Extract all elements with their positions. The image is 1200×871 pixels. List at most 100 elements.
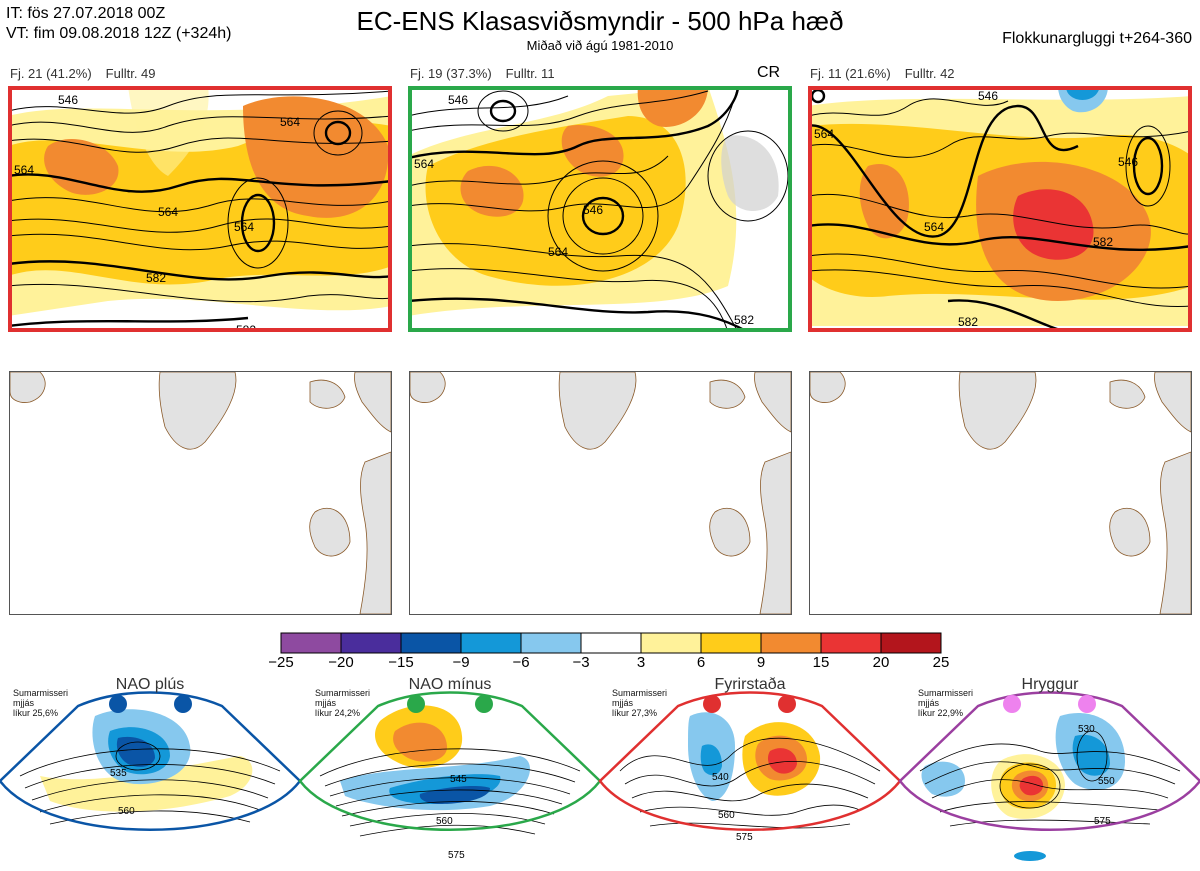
base-map-1 (9, 371, 392, 615)
contour-label: 546 (448, 93, 468, 107)
land-british-isles (709, 507, 751, 557)
valid-time: VT: fim 09.08.2018 12Z (+324h) (6, 25, 232, 42)
panel-border (408, 86, 792, 332)
regime-note-hryggur: Sumarmisseri mjjás líkur 22,9% (918, 688, 974, 718)
regime-label: 575 (448, 850, 465, 861)
contour-label: 546 (583, 203, 603, 217)
colorbar-tick-label: −20 (328, 654, 354, 671)
base-map-3 (809, 371, 1192, 615)
contour-label: 546 (1118, 155, 1138, 169)
anomaly-red (1013, 189, 1094, 260)
colorbar-swatch (580, 632, 642, 654)
regime-sector-nao-plus: 535 560 (0, 691, 302, 831)
header-times: IT: fös 27.07.2018 00Z VT: fim 09.08.201… (6, 4, 231, 44)
regime-label: 560 (118, 806, 135, 817)
contour-label: 564 (814, 127, 834, 141)
regime-label: 530 (1078, 724, 1095, 735)
colorbar-tick-label: −3 (572, 654, 590, 671)
regime-sector-hryggur: 530 550 575 (898, 691, 1200, 861)
page-subtitle: Miðað við ágú 1981-2010 (526, 38, 674, 53)
regime-title-nao-plus: NAO plús (115, 676, 185, 693)
panel-1-label: Fj. 21 (41.2%) Fulltr. 49 (10, 66, 170, 81)
panel-3-cluster: Fj. 11 (21.6%) (810, 66, 891, 81)
regime-title-fyrirstada: Fyrirstaða (714, 676, 786, 693)
colorbar-swatch (760, 632, 822, 654)
contour-label: 564 (158, 205, 178, 219)
base-map-2 (409, 371, 792, 615)
land-canada (810, 372, 846, 403)
colorbar-swatch (340, 632, 402, 654)
classification-window: Flokkunargluggi t+264-360 (1002, 30, 1192, 47)
contour-label: 582 (146, 271, 166, 285)
land-europe (359, 451, 391, 614)
regime-label: 545 (450, 774, 467, 785)
colorbar-tick-label: 15 (812, 654, 830, 671)
base-map-1-svg (10, 372, 391, 614)
regime-title-hryggur: Hryggur (1021, 676, 1079, 693)
colorbar-swatch (460, 632, 522, 654)
contour-label: 564 (234, 220, 254, 234)
contour-label: 546 (58, 93, 78, 107)
base-map-3-svg (810, 372, 1191, 614)
land-greenland (558, 372, 637, 450)
colorbar-tick-label: 9 (756, 654, 766, 671)
land-greenland (158, 372, 237, 450)
colorbar-tick-label: −6 (512, 654, 530, 671)
colorbar-swatch (880, 632, 942, 654)
contour-label: 564 (14, 163, 34, 177)
regime-label: 575 (1094, 816, 1111, 827)
anomaly-orange-1 (460, 165, 524, 217)
regime-sector-nao-minus: 545 560 575 (298, 691, 602, 861)
regime-label: 540 (712, 772, 729, 783)
contour-label: 546 (978, 89, 998, 103)
land-greenland (128, 86, 209, 176)
panel-border (8, 86, 392, 332)
colorbar-tick-label: 20 (872, 654, 890, 671)
colorbar-swatch (700, 632, 762, 654)
land-iceland (1109, 379, 1146, 409)
land-scandinavia (354, 372, 391, 433)
colorbar-tick-label: 25 (932, 654, 950, 671)
colorbar-tick-label: −15 (388, 654, 414, 671)
anomaly-blue-east (721, 135, 779, 211)
base-map-2-svg (410, 372, 791, 614)
contour-label: 582 (236, 323, 256, 332)
contour-label: 582 (958, 315, 978, 329)
colorbar-swatch (400, 632, 462, 654)
colorbar-swatch (820, 632, 882, 654)
regime-note-nao-minus: Sumarmisseri mjjás líkur 24,2% (315, 688, 371, 718)
colorbar-tick-label: −25 (268, 654, 294, 671)
contour-label: 582 (1093, 235, 1113, 249)
land-scandinavia (754, 372, 791, 433)
regime-note-nao-plus: Sumarmisseri mjjás líkur 25,6% (13, 688, 69, 718)
cluster-panel-1: 546 564 564 564 564 582 582 (8, 86, 392, 332)
cluster-map-1: 546 564 564 564 564 582 582 (8, 86, 392, 332)
contour-label: 564 (280, 115, 300, 129)
regime-label: 560 (436, 816, 453, 827)
panel-2-cluster: Fj. 19 (37.3%) (410, 66, 492, 81)
colorbar-swatch (520, 632, 582, 654)
panel-3-members: Fulltr. 42 (904, 66, 955, 81)
colorbar (280, 632, 942, 654)
panel-2-label: Fj. 19 (37.3%) Fulltr. 11 (410, 66, 569, 81)
colorbar-tick-label: −9 (452, 654, 470, 671)
colorbar-swatch (640, 632, 702, 654)
regime-title-nao-minus: NAO mínus (408, 676, 492, 693)
panel-1-cluster: Fj. 21 (41.2%) (10, 66, 92, 81)
land-british-isles (1109, 507, 1151, 557)
contour-label: 564 (924, 220, 944, 234)
panel-border (808, 86, 1192, 332)
regime-label: 550 (1098, 776, 1115, 787)
initial-time: IT: fös 27.07.2018 00Z (6, 5, 166, 22)
regime-sectors: 535 560 545 560 575 (0, 691, 1200, 861)
panel-3-label: Fj. 11 (21.6%) Fulltr. 42 (810, 66, 969, 81)
cluster-map-3: 564 564 546 582 582 546 (808, 86, 1192, 332)
regime-label: 575 (736, 832, 753, 843)
regime-note-fyrirstada: Sumarmisseri mjjás líkur 27,3% (612, 688, 668, 718)
contour-label: 564 (414, 157, 434, 171)
regime-sector-fyrirstada: 540 560 575 (598, 691, 902, 843)
panel-2-members: Fulltr. 11 (505, 66, 555, 81)
colorbar-tick-label: 6 (696, 654, 706, 671)
colorbar-tick-label: 3 (636, 654, 646, 671)
land-iceland (309, 379, 346, 409)
